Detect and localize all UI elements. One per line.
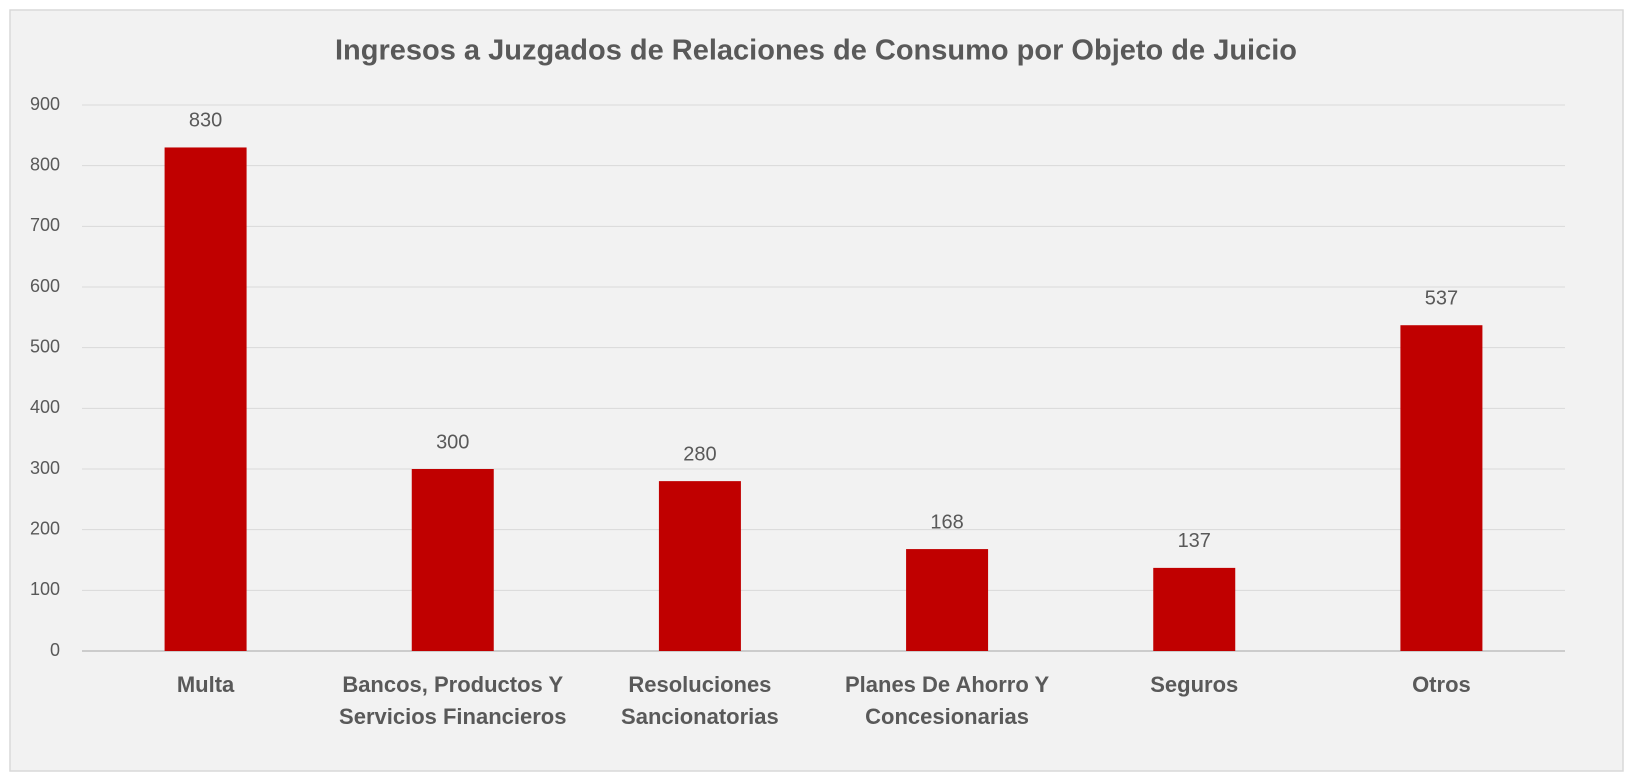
bar bbox=[411, 469, 494, 651]
x-tick-label: Resoluciones Sancionatorias bbox=[621, 672, 779, 729]
y-tick-label: 200 bbox=[30, 518, 60, 538]
x-tick-label: Bancos, Productos Y Servicios Financiero… bbox=[339, 672, 567, 729]
y-tick-label: 600 bbox=[30, 276, 60, 296]
y-tick-label: 400 bbox=[30, 397, 60, 417]
bar bbox=[1153, 567, 1236, 651]
y-tick-label: 800 bbox=[30, 154, 60, 174]
bar bbox=[1400, 325, 1483, 651]
y-tick-label: 0 bbox=[50, 640, 60, 660]
bar bbox=[164, 147, 247, 651]
x-tick-label: Otros bbox=[1412, 672, 1471, 697]
bar bbox=[658, 481, 741, 651]
chart-background bbox=[9, 9, 1624, 772]
data-label: 537 bbox=[1425, 288, 1458, 310]
y-tick-label: 900 bbox=[30, 94, 60, 114]
data-label: 830 bbox=[189, 110, 222, 132]
data-label: 300 bbox=[436, 431, 469, 453]
chart-title: Ingresos a Juzgados de Relaciones de Con… bbox=[335, 35, 1297, 67]
y-tick-label: 100 bbox=[30, 579, 60, 599]
bar bbox=[906, 549, 989, 651]
data-label: 168 bbox=[930, 511, 963, 533]
y-tick-label: 500 bbox=[30, 336, 60, 356]
x-tick-label: Multa bbox=[176, 672, 235, 697]
data-label: 137 bbox=[1178, 530, 1211, 552]
y-tick-label: 300 bbox=[30, 458, 60, 478]
x-tick-label: Seguros bbox=[1150, 672, 1239, 697]
y-tick-label: 700 bbox=[30, 215, 60, 235]
x-tick-label: Planes De Ahorro Y Concesionarias bbox=[844, 672, 1050, 729]
data-label: 280 bbox=[683, 443, 716, 465]
